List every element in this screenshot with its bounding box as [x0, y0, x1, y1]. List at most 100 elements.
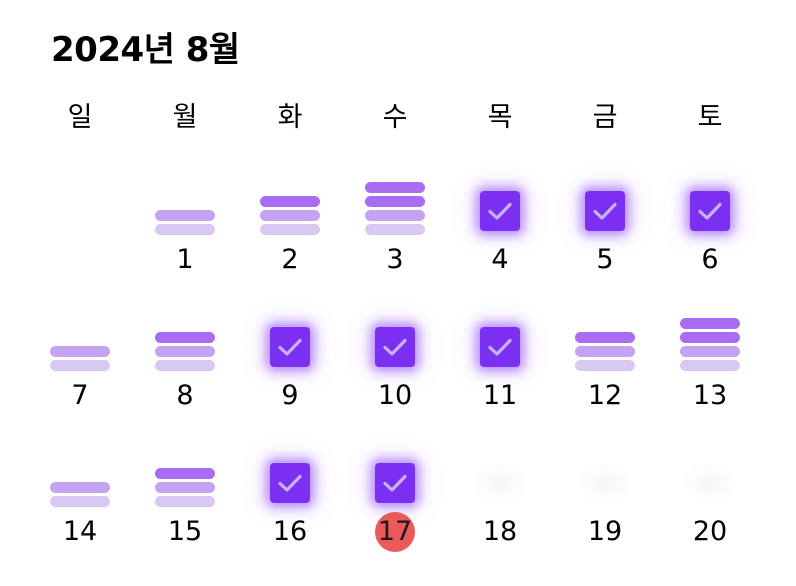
day-cell-7[interactable]: 7: [30, 296, 130, 416]
progress-bar: [260, 210, 320, 221]
progress-bars: [660, 296, 760, 372]
checkbox-checked-icon: [375, 327, 415, 367]
progress-bar: [155, 482, 215, 493]
progress-bar: [155, 496, 215, 507]
day-cell-1[interactable]: 1: [135, 160, 235, 280]
day-cell-2[interactable]: 2: [240, 160, 340, 280]
checkbox-checked-icon: [270, 327, 310, 367]
day-cell-9[interactable]: 9: [240, 296, 340, 416]
day-cell-16[interactable]: 16: [240, 432, 340, 552]
day-cell-6[interactable]: 6: [660, 160, 760, 280]
date-label: 9: [281, 380, 299, 411]
date-number: 7: [30, 376, 130, 416]
day-cell-13[interactable]: 13: [660, 296, 760, 416]
weekday-header-row: 일 월 화 수 목 금 토: [0, 96, 796, 140]
date-number: 9: [240, 376, 340, 416]
date-number: 1: [135, 240, 235, 280]
progress-bar: [680, 332, 740, 343]
progress-bar: [155, 332, 215, 343]
progress-bar: [155, 346, 215, 357]
date-label: 8: [176, 380, 194, 411]
day-cell-empty: [30, 160, 130, 280]
date-label: 1: [176, 244, 194, 275]
month-title: 2024년 8월: [51, 30, 240, 70]
progress-bar: [575, 360, 635, 371]
date-number: 4: [450, 240, 550, 280]
date-number: 11: [450, 376, 550, 416]
completed-marker: [345, 296, 445, 372]
date-label: 14: [62, 516, 98, 547]
day-cell-18[interactable]: 18: [450, 432, 550, 552]
date-number: 19: [555, 512, 655, 552]
progress-bar: [680, 346, 740, 357]
date-label: 19: [587, 516, 623, 547]
day-cell-3[interactable]: 3: [345, 160, 445, 280]
date-label: 20: [692, 516, 728, 547]
date-number: 18: [450, 512, 550, 552]
progress-bar: [155, 468, 215, 479]
checkbox-checked-icon: [690, 191, 730, 231]
date-label: 17: [375, 512, 415, 552]
date-number: 5: [555, 240, 655, 280]
progress-bar: [155, 224, 215, 235]
date-label: 12: [587, 380, 623, 411]
day-cell-19[interactable]: 19: [555, 432, 655, 552]
date-label: 13: [692, 380, 728, 411]
date-number: 12: [555, 376, 655, 416]
progress-bar: [50, 482, 110, 493]
progress-bar: [365, 210, 425, 221]
day-cell-4[interactable]: 4: [450, 160, 550, 280]
completed-marker: [240, 296, 340, 372]
progress-bar: [365, 182, 425, 193]
day-cell-11[interactable]: 11: [450, 296, 550, 416]
day-cell-8[interactable]: 8: [135, 296, 235, 416]
day-cell-17[interactable]: 17: [345, 432, 445, 552]
weekday-tuesday: 화: [277, 102, 303, 133]
placeholder-shape: [472, 460, 528, 506]
weekday-monday: 월: [172, 102, 198, 133]
progress-bar: [680, 360, 740, 371]
date-label: 3: [386, 244, 404, 275]
date-label: 18: [482, 516, 518, 547]
completed-marker: [660, 160, 760, 236]
weekday-saturday: 토: [697, 102, 723, 133]
day-cell-12[interactable]: 12: [555, 296, 655, 416]
completed-marker: [345, 432, 445, 508]
progress-bar: [260, 196, 320, 207]
weekday-sunday: 일: [67, 102, 93, 133]
progress-bar: [575, 332, 635, 343]
date-label: 6: [701, 244, 719, 275]
empty-marker: [30, 160, 130, 236]
date-label: 16: [272, 516, 308, 547]
date-label: 11: [482, 380, 518, 411]
progress-bar: [155, 360, 215, 371]
date-number: 2: [240, 240, 340, 280]
day-cell-10[interactable]: 10: [345, 296, 445, 416]
progress-bars: [30, 432, 130, 508]
day-cell-20[interactable]: 20: [660, 432, 760, 552]
progress-bar: [680, 318, 740, 329]
date-label: 15: [167, 516, 203, 547]
checkbox-checked-icon: [480, 191, 520, 231]
date-number: 10: [345, 376, 445, 416]
weekday-wednesday: 수: [382, 102, 408, 133]
checkbox-checked-icon: [375, 463, 415, 503]
date-label: 10: [377, 380, 413, 411]
progress-bar: [365, 224, 425, 235]
completed-marker: [555, 160, 655, 236]
checkbox-checked-icon: [480, 327, 520, 367]
progress-bar: [260, 224, 320, 235]
progress-bar: [50, 346, 110, 357]
day-cell-15[interactable]: 15: [135, 432, 235, 552]
future-placeholder: [450, 432, 550, 508]
placeholder-shape: [682, 460, 738, 506]
progress-bar: [50, 496, 110, 507]
date-number: 3: [345, 240, 445, 280]
progress-bars: [135, 160, 235, 236]
progress-bars: [555, 296, 655, 372]
checkbox-checked-icon: [585, 191, 625, 231]
progress-bars: [135, 432, 235, 508]
day-cell-14[interactable]: 14: [30, 432, 130, 552]
future-placeholder: [660, 432, 760, 508]
day-cell-5[interactable]: 5: [555, 160, 655, 280]
